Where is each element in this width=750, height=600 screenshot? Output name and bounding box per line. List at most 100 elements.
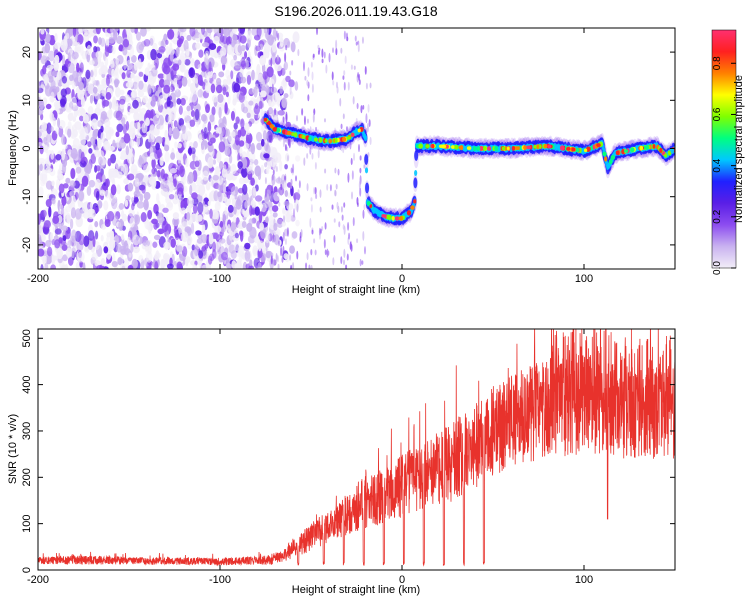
spectrogram-noise-cell — [122, 38, 130, 48]
snr-x-tick-label: 100 — [575, 574, 593, 586]
spectrogram-noise-cell — [194, 160, 200, 168]
spectrogram-y-axis: -20 -10 0 10 20 — [21, 46, 675, 253]
spectrogram-noise-cell — [218, 161, 224, 170]
spectrogram-noise-cell — [362, 230, 365, 241]
spectrogram-noise-cell — [103, 200, 109, 211]
spectrogram-noise-cell — [261, 144, 265, 154]
spectrogram-noise-cell — [176, 39, 182, 48]
spectrogram-y-tick-label: -10 — [21, 189, 33, 205]
spectrogram-noise-cell — [249, 151, 256, 163]
spectrogram-ridge-peak — [572, 147, 576, 152]
spectrogram-noise-cell — [55, 127, 60, 135]
spectrogram-noise-cell — [38, 248, 45, 257]
spectrogram-noise-cell — [116, 35, 123, 45]
spectrogram-noise-cell — [193, 244, 199, 257]
spectrogram-noise-cell — [225, 91, 229, 98]
spectrogram-noise-cell — [305, 262, 308, 269]
spectrogram-noise-cell — [228, 244, 236, 254]
spectrogram-noise-cell — [98, 67, 103, 76]
spectrogram-noise-cell — [50, 149, 55, 160]
spectrogram-noise-cell — [251, 69, 255, 81]
spectrogram-noise-cell — [69, 218, 74, 230]
spectrogram-noise-cell — [118, 220, 124, 232]
spectrogram-noise-cell — [272, 169, 275, 176]
spectrogram-noise-cell — [250, 209, 256, 215]
spectrogram-noise-cell — [279, 37, 284, 48]
spectrogram-ridge-peak — [536, 144, 540, 150]
spectrogram-noise-cell — [203, 126, 208, 139]
spectrogram-noise-cell — [255, 131, 263, 142]
spectrogram-noise-cell — [172, 216, 180, 227]
spectrogram-noise-cell — [164, 240, 169, 251]
spectrogram-noise-cell — [266, 66, 274, 78]
spectrogram-noise-cell — [61, 148, 66, 161]
spectrogram-noise-cell — [340, 145, 343, 152]
spectrogram-noise-cell — [218, 141, 226, 153]
spectrogram-noise-cell — [78, 233, 85, 246]
spectrogram-noise-cell — [274, 108, 277, 116]
spectrogram-noise-cell — [315, 193, 318, 200]
spectrogram-noise-cell — [149, 38, 154, 46]
spectrogram-noise-cell — [342, 224, 345, 230]
spectrogram-noise-cell — [211, 28, 219, 34]
snr-y-axis: 0 100 200 300 400 500 — [21, 329, 675, 573]
spectrogram-noise-cell — [49, 112, 55, 121]
spectrogram-noise-cell — [306, 79, 309, 86]
spectrogram-ridge-peak — [357, 128, 361, 133]
spectrogram-noise-cell — [361, 260, 364, 265]
spectrogram-noise-cell — [104, 118, 111, 128]
spectrogram-noise-cell — [108, 101, 112, 110]
spectrogram-noise-cell — [67, 128, 72, 138]
spectrogram-noise-cell — [48, 50, 55, 62]
spectrogram-noise-cell — [168, 48, 175, 56]
spectrogram-noise-cell — [335, 183, 338, 190]
spectrogram-noise-cell — [362, 209, 365, 219]
spectrogram-noise-cell — [217, 93, 224, 104]
spectrogram-noise-cell — [271, 174, 274, 181]
colorbar-tick-label: 0.6 — [712, 107, 723, 121]
spectrogram-noise-cell — [184, 130, 192, 142]
spectrogram-noise-cell — [365, 113, 368, 124]
spectrogram-noise-cell — [52, 117, 57, 127]
spectrogram-ridge-peak — [479, 146, 484, 151]
spectrogram-noise-cell — [317, 149, 320, 159]
spectrogram-noise-cell — [213, 232, 219, 240]
spectrogram-noise-cell — [71, 124, 77, 131]
spectrogram-noise-cell — [281, 97, 288, 109]
spectrogram-noise-cell — [201, 264, 209, 269]
spectrogram-noise-cell — [165, 230, 170, 239]
spectrogram-noise-cell — [104, 218, 111, 228]
spectrogram-noise-cell — [319, 228, 322, 234]
spectrogram-noise-cell — [283, 180, 287, 192]
spectrogram-noise-cell — [50, 91, 55, 103]
spectrogram-noise-cell — [131, 55, 137, 63]
spectrogram-noise-cell — [324, 249, 327, 256]
spectrogram-noise-cell — [209, 114, 215, 123]
spectrogram-noise-cell — [342, 113, 345, 120]
spectrogram-noise-cell — [151, 96, 156, 108]
spectrogram-noise-cell — [157, 212, 164, 224]
spectrogram-noise-cell — [241, 221, 247, 229]
spectrogram-noise-cell — [267, 28, 270, 35]
spectrogram-noise-cell — [131, 203, 135, 211]
spectrogram-noise-cell — [357, 143, 360, 153]
spectrogram-noise-cell — [351, 191, 354, 200]
spectrogram-noise-cell — [258, 242, 262, 252]
spectrogram-ridge-peak — [381, 213, 386, 218]
spectrogram-noise-cell — [209, 208, 213, 219]
spectrogram-noise-cell — [95, 103, 101, 109]
spectrogram-noise-cell — [217, 182, 224, 192]
spectrogram-noise-cell — [235, 198, 242, 210]
snr-x-tick-label: -200 — [27, 574, 49, 586]
spectrogram-noise-cell — [355, 41, 358, 46]
spectrogram-noise-cell — [270, 147, 278, 159]
spectrogram-noise-cell — [263, 153, 270, 159]
spectrogram-noise-cell — [295, 175, 298, 182]
spectrogram-noise-cell — [215, 77, 222, 86]
spectrogram-noise-cell — [172, 63, 180, 71]
spectrogram-noise-cell — [312, 55, 315, 60]
spectrogram-noise-cell — [70, 152, 77, 158]
spectrogram-noise-cell — [190, 110, 195, 118]
spectrogram-noise-cell — [318, 234, 321, 240]
spectrogram-noise-cell — [254, 206, 260, 216]
